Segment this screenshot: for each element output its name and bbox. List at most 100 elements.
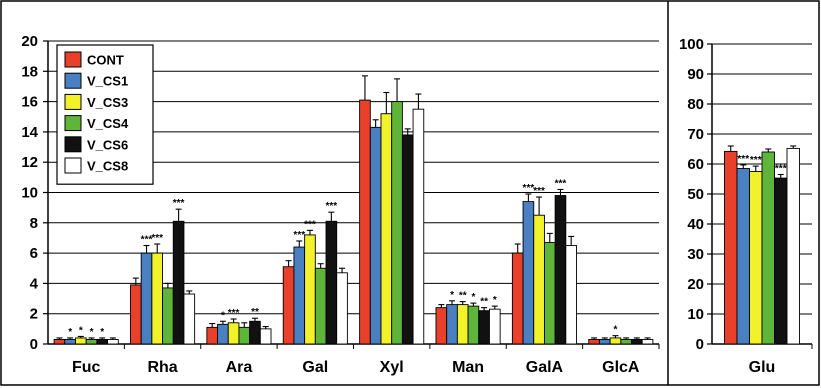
category-label: Fuc — [72, 359, 101, 376]
bar — [359, 99, 371, 345]
bar — [543, 242, 556, 345]
legend-label: V_CS8 — [87, 159, 128, 174]
y-tick-label: 20 — [687, 276, 704, 293]
y-tick-label: 4 — [30, 275, 39, 292]
bar — [217, 323, 229, 345]
bar — [620, 339, 632, 345]
bar — [206, 326, 219, 345]
category-label: Rha — [147, 359, 177, 376]
category-label: Xyl — [380, 359, 404, 376]
bar — [151, 252, 164, 345]
legend-label: V_CS1 — [87, 74, 128, 89]
bar — [565, 245, 577, 345]
significance-label: * — [614, 325, 618, 336]
y-tick-label: 8 — [30, 215, 38, 232]
significance-label: * — [221, 310, 225, 321]
significance-label: *** — [293, 230, 305, 241]
y-tick-label: 20 — [21, 33, 38, 50]
bar — [336, 272, 348, 345]
bar — [456, 304, 469, 345]
legend-swatch — [64, 51, 82, 68]
y-tick-label: 10 — [21, 185, 38, 202]
y-tick-label: 40 — [687, 216, 704, 233]
bar — [162, 287, 174, 345]
legend: CONT V_CS1 V_CS3 V_CS4 V_CS6 V_CS8 — [56, 44, 154, 185]
significance-label: *** — [775, 164, 787, 175]
category-label: Glu — [749, 359, 776, 376]
bar — [259, 328, 272, 345]
bar — [631, 339, 643, 345]
category-label: Ara — [226, 359, 253, 376]
bar — [64, 339, 76, 345]
significance-label: * — [471, 292, 475, 303]
category-label: GalA — [526, 359, 564, 376]
bar — [249, 320, 261, 345]
significance-label: *** — [533, 186, 545, 197]
bar — [304, 234, 316, 345]
y-tick-label: 0 — [696, 336, 704, 353]
significance-label: *** — [555, 178, 567, 189]
legend-swatch — [64, 93, 82, 110]
significance-label: * — [100, 327, 104, 338]
bar — [282, 266, 295, 345]
bar — [641, 339, 654, 345]
significance-label: * — [450, 290, 454, 301]
legend-label: CONT — [87, 53, 124, 68]
bar — [761, 151, 775, 345]
y-tick-label: 100 — [679, 36, 704, 53]
significance-label: *** — [151, 233, 163, 244]
y-tick-label: 80 — [687, 96, 704, 113]
bar — [588, 339, 600, 345]
bar — [467, 305, 480, 345]
bar — [172, 220, 185, 345]
y-tick-label: 0 — [30, 336, 38, 353]
category-label: GlcA — [602, 359, 640, 376]
legend-swatch — [64, 136, 82, 153]
y-tick-label: 70 — [687, 126, 704, 143]
bar — [478, 310, 490, 345]
significance-label: *** — [326, 201, 338, 212]
bar — [736, 168, 750, 345]
bar — [380, 113, 393, 345]
bar — [85, 339, 98, 345]
bar — [786, 147, 800, 345]
legend-swatch — [64, 72, 82, 89]
y-tick-label: 10 — [687, 306, 704, 323]
bar — [522, 201, 535, 345]
bar — [511, 252, 524, 345]
y-tick-label: 18 — [21, 63, 38, 80]
bar — [183, 293, 196, 345]
bar — [435, 307, 448, 345]
legend-label: V_CS3 — [87, 95, 128, 110]
y-tick-label: 6 — [30, 245, 38, 262]
significance-label: *** — [228, 308, 240, 319]
significance-label: * — [68, 327, 72, 338]
bar — [774, 177, 788, 345]
significance-label: *** — [173, 198, 185, 209]
y-tick-label: 14 — [21, 124, 38, 141]
bar — [446, 304, 458, 345]
bar — [391, 101, 403, 345]
y-tick-label: 60 — [687, 156, 704, 173]
y-tick-label: 30 — [687, 246, 704, 263]
significance-label: ** — [459, 291, 467, 302]
bar — [96, 339, 109, 345]
bar — [533, 214, 545, 345]
bar — [724, 150, 738, 345]
bar — [238, 326, 251, 345]
significance-label: * — [79, 325, 83, 336]
y-tick-label: 12 — [21, 154, 38, 171]
significance-label: * — [90, 327, 94, 338]
y-tick-label: 90 — [687, 66, 704, 83]
category-label: Man — [452, 359, 484, 376]
bar — [227, 322, 240, 345]
significance-label: *** — [141, 235, 153, 246]
significance-label: *** — [737, 154, 749, 165]
bar — [369, 126, 382, 345]
bar — [325, 220, 338, 345]
significance-label: ** — [480, 297, 488, 308]
legend-label: V_CS6 — [87, 137, 128, 152]
y-tick-label: 16 — [21, 94, 38, 111]
